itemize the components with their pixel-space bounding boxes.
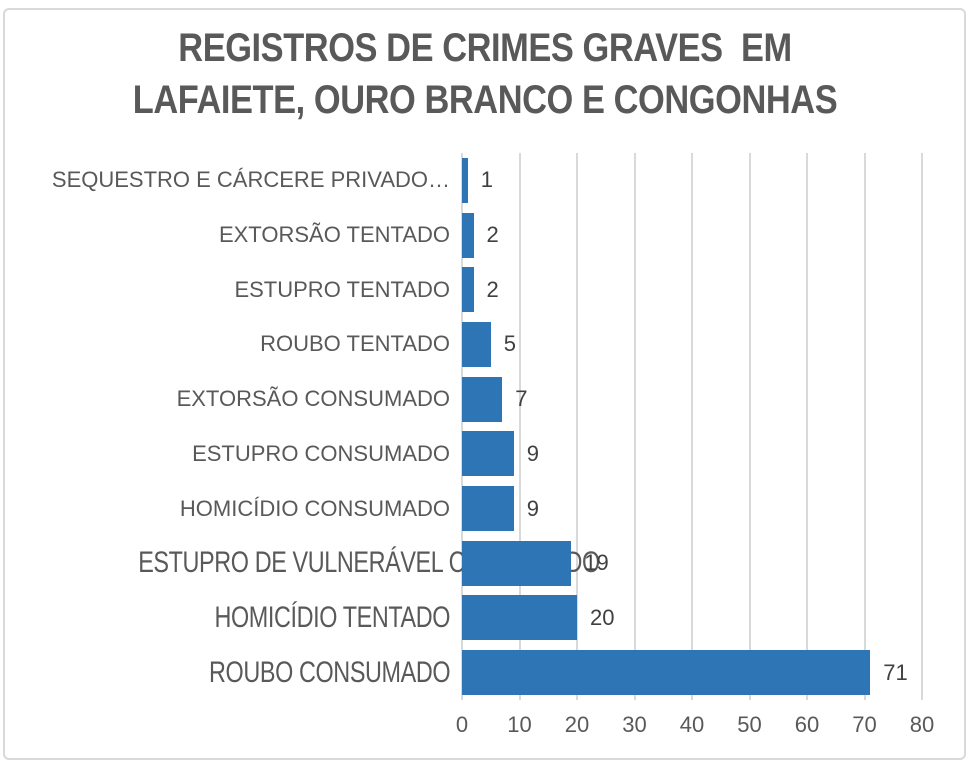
value-label: 9 bbox=[526, 440, 539, 466]
category-label: EXTORSÃO TENTADO bbox=[8, 222, 462, 248]
bar-track: 1 bbox=[462, 153, 922, 208]
bar bbox=[462, 650, 871, 696]
bar-row: ESTUPRO DE VULNERÁVEL CONSUMADO 19 bbox=[8, 536, 922, 591]
category-label-text: ESTUPRO CONSUMADO bbox=[192, 440, 450, 466]
category-label-text: ROUBO CONSUMADO bbox=[208, 655, 451, 689]
bar-track: 9 bbox=[462, 481, 922, 536]
category-label: ESTUPRO CONSUMADO bbox=[8, 441, 462, 467]
bar-row: EXTORSÃO TENTADO 2 bbox=[8, 208, 922, 263]
value-label: 71 bbox=[883, 659, 908, 685]
value-label: 20 bbox=[590, 604, 615, 630]
bar bbox=[462, 486, 514, 532]
bar-track: 9 bbox=[462, 427, 922, 482]
gridline bbox=[748, 153, 751, 700]
value-label: 9 bbox=[526, 495, 539, 521]
x-axis-tick-label: 60 bbox=[794, 712, 820, 737]
bar bbox=[462, 157, 468, 203]
bar-row: EXTORSÃO CONSUMADO 7 bbox=[8, 372, 922, 427]
bar bbox=[462, 267, 474, 313]
x-axis-tick-label: 10 bbox=[507, 712, 532, 737]
category-label-text: ROUBO TENTADO bbox=[260, 331, 450, 357]
category-label: ESTUPRO TENTADO bbox=[8, 277, 462, 303]
category-label-text: HOMICÍDIO CONSUMADO bbox=[179, 495, 450, 521]
plot-region: SEQUESTRO E CÁRCERE PRIVADO… 1 EXTORSÃO TE… bbox=[8, 153, 934, 737]
gridline bbox=[863, 153, 866, 700]
category-label: HOMICÍDIO CONSUMADO bbox=[8, 496, 462, 522]
bar-track: 71 bbox=[462, 645, 922, 700]
bar-row: SEQUESTRO E CÁRCERE PRIVADO… 1 bbox=[8, 153, 922, 208]
bar-row: HOMICÍDIO TENTADO 20 bbox=[8, 591, 922, 646]
x-axis-tick-label: 0 bbox=[455, 712, 469, 737]
category-label: EXTORSÃO CONSUMADO bbox=[8, 386, 462, 412]
bar-track: 7 bbox=[462, 372, 922, 427]
bar-track: 20 bbox=[462, 591, 922, 646]
bar-row: ROUBO CONSUMADO 71 bbox=[8, 645, 922, 700]
chart-title: REGISTROS DE CRIMES GRAVES EM LAFAIETE, … bbox=[0, 22, 970, 126]
bar-track: 2 bbox=[462, 208, 922, 263]
value-label: 2 bbox=[486, 276, 499, 302]
x-axis: 0 10 20 30 40 50 60 70 80 bbox=[456, 700, 934, 740]
category-label-text: SEQUESTRO E CÁRCERE PRIVADO… bbox=[51, 167, 450, 193]
category-label: ROUBO CONSUMADO bbox=[8, 656, 462, 690]
category-label: HOMICÍDIO TENTADO bbox=[8, 601, 462, 635]
chart-title-line-1: REGISTROS DE CRIMES GRAVES EM bbox=[178, 26, 792, 70]
bar-track: 19 bbox=[462, 536, 922, 591]
category-label-text: HOMICÍDIO TENTADO bbox=[214, 600, 450, 634]
bar bbox=[462, 376, 503, 422]
category-label: ESTUPRO DE VULNERÁVEL CONSUMADO bbox=[8, 546, 600, 580]
category-label-text: EXTORSÃO TENTADO bbox=[218, 222, 450, 248]
category-label-text: ESTUPRO TENTADO bbox=[234, 276, 450, 302]
bar-track: 2 bbox=[462, 262, 922, 317]
bar-rows: SEQUESTRO E CÁRCERE PRIVADO… 1 EXTORSÃO TE… bbox=[8, 153, 922, 700]
value-label: 19 bbox=[584, 550, 609, 576]
gridline bbox=[576, 153, 578, 700]
bar-row: ROUBO TENTADO 5 bbox=[8, 317, 922, 372]
bar bbox=[462, 595, 577, 641]
gridlines bbox=[461, 153, 923, 700]
value-label: 7 bbox=[515, 386, 528, 412]
bar bbox=[462, 212, 474, 258]
bar-track: 5 bbox=[462, 317, 922, 372]
x-axis-tick-label: 20 bbox=[564, 712, 590, 737]
bar bbox=[462, 431, 514, 477]
x-axis-tick-label: 70 bbox=[852, 712, 877, 737]
gridline bbox=[806, 153, 808, 700]
category-label: ROUBO TENTADO bbox=[8, 331, 462, 357]
x-axis-tick-label: 50 bbox=[737, 712, 762, 737]
gridline bbox=[691, 153, 693, 700]
x-axis-tick-label: 30 bbox=[622, 712, 647, 737]
category-label-text: EXTORSÃO CONSUMADO bbox=[176, 386, 450, 412]
bar-row: ESTUPRO CONSUMADO 9 bbox=[8, 427, 922, 482]
x-axis-tick-label: 40 bbox=[679, 712, 705, 737]
bar bbox=[462, 540, 572, 586]
value-label: 5 bbox=[503, 331, 516, 357]
x-axis-tick-label: 80 bbox=[909, 712, 935, 737]
value-label: 1 bbox=[480, 167, 493, 193]
bar bbox=[462, 321, 491, 367]
chart-title-line-2: LAFAIETE, OURO BRANCO E CONGONHAS bbox=[132, 78, 838, 122]
gridline bbox=[921, 153, 923, 700]
bar-row: HOMICÍDIO CONSUMADO 9 bbox=[8, 481, 922, 536]
gridline bbox=[633, 153, 636, 700]
bar-row: ESTUPRO TENTADO 2 bbox=[8, 262, 922, 317]
gridline bbox=[518, 153, 521, 700]
value-label: 2 bbox=[486, 222, 499, 248]
gridline bbox=[461, 153, 463, 700]
category-label: SEQUESTRO E CÁRCERE PRIVADO… bbox=[8, 167, 462, 193]
